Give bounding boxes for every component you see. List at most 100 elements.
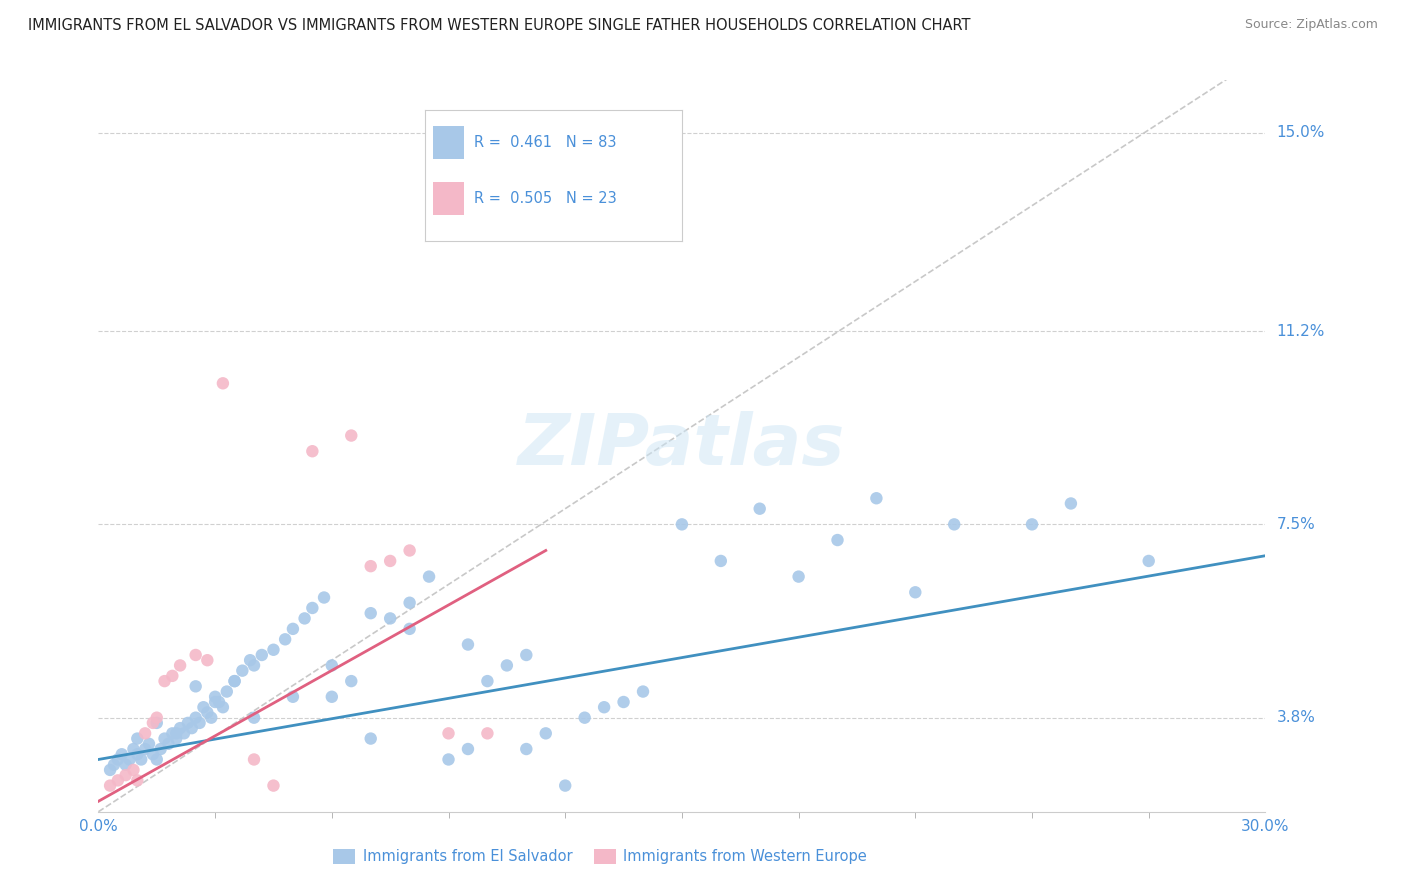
Point: [457, 742, 479, 756]
Point: [515, 648, 537, 662]
Point: [340, 428, 363, 442]
Point: [554, 779, 576, 793]
Point: [321, 690, 343, 704]
Point: [671, 517, 693, 532]
Point: [496, 658, 519, 673]
Point: [103, 757, 125, 772]
Legend: Immigrants from El Salvador, Immigrants from Western Europe: Immigrants from El Salvador, Immigrants …: [328, 843, 873, 871]
Point: [437, 752, 460, 766]
Point: [360, 559, 382, 574]
Point: [184, 711, 207, 725]
Point: [138, 737, 160, 751]
Point: [157, 737, 180, 751]
Point: [173, 726, 195, 740]
Text: ZIPatlas: ZIPatlas: [519, 411, 845, 481]
Point: [340, 674, 363, 689]
Point: [122, 763, 145, 777]
Point: [631, 684, 654, 698]
Point: [195, 706, 218, 720]
Point: [593, 700, 616, 714]
Point: [787, 569, 810, 583]
Point: [118, 752, 141, 766]
Point: [281, 622, 304, 636]
Point: [239, 653, 262, 667]
Point: [301, 444, 323, 458]
Point: [142, 715, 165, 730]
Point: [574, 711, 596, 725]
Text: 15.0%: 15.0%: [1277, 125, 1324, 140]
Point: [612, 695, 634, 709]
Point: [1060, 496, 1083, 510]
Point: [224, 674, 246, 689]
Point: [193, 700, 215, 714]
Point: [827, 533, 849, 547]
Point: [122, 742, 145, 756]
Point: [149, 742, 172, 756]
Point: [200, 711, 222, 725]
Point: [380, 611, 402, 625]
Point: [1021, 517, 1043, 532]
Point: [129, 752, 152, 766]
Point: [398, 543, 420, 558]
Point: [301, 601, 323, 615]
Point: [165, 726, 187, 740]
Point: [865, 491, 887, 506]
Point: [98, 779, 121, 793]
Point: [262, 779, 284, 793]
Point: [127, 747, 149, 762]
Point: [107, 752, 129, 766]
Point: [515, 742, 537, 756]
Point: [312, 591, 335, 605]
Point: [274, 632, 297, 647]
Point: [212, 376, 235, 391]
Point: [195, 653, 218, 667]
Point: [1137, 554, 1160, 568]
Point: [534, 726, 557, 740]
Point: [243, 711, 266, 725]
Point: [127, 731, 149, 746]
Point: [243, 658, 266, 673]
Point: [250, 648, 273, 662]
Point: [418, 569, 440, 583]
Point: [457, 638, 479, 652]
Point: [146, 752, 169, 766]
Point: [153, 731, 176, 746]
Point: [107, 773, 129, 788]
Point: [398, 596, 420, 610]
Point: [142, 747, 165, 762]
Point: [184, 648, 207, 662]
Point: [281, 690, 304, 704]
Point: [162, 669, 184, 683]
Point: [294, 611, 316, 625]
Point: [212, 700, 235, 714]
Point: [188, 715, 211, 730]
Point: [169, 658, 191, 673]
Point: [243, 752, 266, 766]
Point: [360, 606, 382, 620]
Point: [204, 695, 226, 709]
Point: [180, 721, 202, 735]
Point: [127, 773, 149, 788]
Point: [177, 715, 200, 730]
Text: 3.8%: 3.8%: [1277, 710, 1316, 725]
Point: [146, 715, 169, 730]
Point: [165, 731, 187, 746]
Point: [153, 674, 176, 689]
Point: [146, 711, 169, 725]
Point: [710, 554, 733, 568]
Point: [904, 585, 927, 599]
Point: [134, 742, 156, 756]
Point: [398, 622, 420, 636]
Point: [748, 501, 770, 516]
Point: [208, 695, 231, 709]
Point: [437, 726, 460, 740]
Text: 11.2%: 11.2%: [1277, 324, 1324, 339]
Text: IMMIGRANTS FROM EL SALVADOR VS IMMIGRANTS FROM WESTERN EUROPE SINGLE FATHER HOUS: IMMIGRANTS FROM EL SALVADOR VS IMMIGRANT…: [28, 18, 970, 33]
Point: [224, 674, 246, 689]
Point: [114, 757, 136, 772]
Point: [380, 554, 402, 568]
Point: [943, 517, 966, 532]
Point: [162, 726, 184, 740]
Point: [169, 721, 191, 735]
Point: [184, 679, 207, 693]
